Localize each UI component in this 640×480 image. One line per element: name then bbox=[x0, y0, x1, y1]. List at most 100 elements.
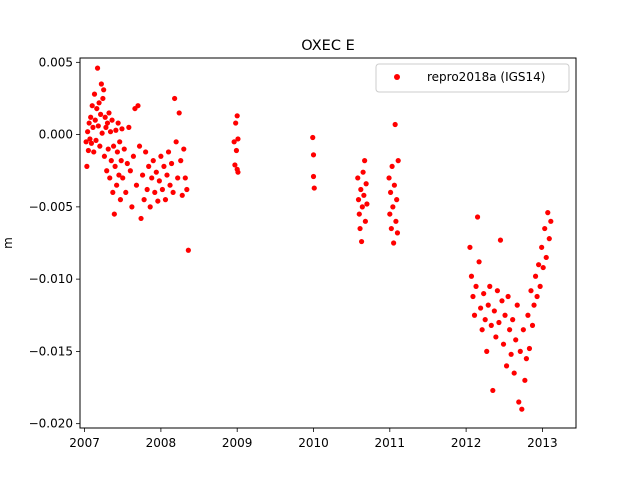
data-point bbox=[233, 120, 239, 126]
data-point bbox=[124, 160, 130, 167]
data-point bbox=[156, 178, 162, 184]
data-point bbox=[534, 293, 540, 300]
y-tick-label: −0.005 bbox=[29, 200, 73, 214]
data-point bbox=[311, 185, 317, 191]
data-point bbox=[100, 95, 106, 102]
data-point bbox=[355, 197, 362, 203]
data-point bbox=[364, 201, 370, 207]
data-point bbox=[542, 225, 548, 232]
y-tick-label: −0.015 bbox=[29, 344, 73, 358]
data-point bbox=[488, 322, 494, 328]
data-point bbox=[523, 356, 530, 362]
data-point bbox=[143, 149, 149, 155]
data-point bbox=[467, 244, 473, 250]
data-point bbox=[484, 348, 490, 354]
legend-box bbox=[375, 63, 570, 93]
data-points bbox=[83, 65, 554, 412]
data-point bbox=[390, 204, 396, 210]
data-point bbox=[158, 153, 164, 159]
data-point bbox=[234, 113, 240, 119]
data-point bbox=[170, 189, 176, 196]
x-tick-label: 2012 bbox=[451, 436, 482, 450]
data-point bbox=[112, 163, 118, 169]
data-point bbox=[359, 204, 365, 210]
data-point bbox=[499, 298, 505, 304]
data-point bbox=[89, 103, 95, 109]
data-point bbox=[388, 225, 394, 232]
data-point bbox=[181, 146, 187, 152]
data-point bbox=[85, 147, 91, 154]
data-point bbox=[232, 162, 238, 168]
data-point bbox=[96, 100, 102, 106]
data-point bbox=[116, 172, 122, 178]
data-point bbox=[138, 215, 144, 222]
y-axis-label: m bbox=[1, 237, 15, 249]
data-point bbox=[101, 153, 108, 159]
data-point bbox=[105, 146, 111, 152]
plot-frame bbox=[79, 57, 577, 429]
data-point bbox=[391, 240, 397, 246]
data-point bbox=[476, 259, 482, 265]
data-point bbox=[493, 334, 499, 340]
data-point bbox=[121, 146, 127, 152]
data-point bbox=[111, 211, 117, 217]
data-point bbox=[526, 345, 533, 352]
data-point bbox=[393, 218, 399, 224]
data-point bbox=[178, 158, 184, 164]
data-point bbox=[127, 168, 133, 174]
x-tick-label: 2010 bbox=[298, 436, 329, 450]
data-point bbox=[115, 120, 121, 126]
data-point bbox=[539, 244, 545, 250]
data-point bbox=[478, 305, 484, 311]
data-point bbox=[104, 120, 111, 126]
data-point bbox=[474, 214, 481, 220]
data-point bbox=[179, 192, 185, 198]
data-point bbox=[182, 175, 188, 181]
data-point bbox=[94, 105, 100, 112]
data-point bbox=[536, 262, 542, 268]
data-point bbox=[496, 319, 502, 326]
legend-marker bbox=[394, 74, 400, 80]
data-point bbox=[119, 126, 125, 132]
data-point bbox=[473, 283, 479, 289]
data-point bbox=[173, 139, 179, 145]
data-point bbox=[92, 117, 98, 123]
data-point bbox=[540, 264, 546, 271]
data-point bbox=[548, 218, 554, 224]
data-point bbox=[114, 149, 120, 155]
data-point bbox=[531, 302, 537, 308]
data-point bbox=[510, 317, 516, 323]
data-point bbox=[525, 312, 531, 318]
data-point bbox=[361, 192, 367, 198]
data-point bbox=[519, 406, 525, 412]
data-point bbox=[152, 189, 158, 196]
x-axis: 2007 2008 2009 2010 2011 2012 2013 bbox=[69, 428, 558, 450]
data-point bbox=[118, 158, 124, 164]
y-tick-label: −0.010 bbox=[29, 272, 73, 286]
data-point bbox=[543, 254, 549, 261]
x-tick-label: 2008 bbox=[146, 436, 177, 450]
data-point bbox=[532, 273, 539, 279]
data-point bbox=[109, 117, 115, 123]
data-point bbox=[487, 283, 493, 289]
data-point bbox=[98, 111, 104, 117]
data-point bbox=[114, 182, 120, 188]
data-point bbox=[497, 237, 504, 243]
data-point bbox=[165, 149, 172, 155]
data-point bbox=[110, 189, 116, 196]
data-point bbox=[310, 134, 316, 141]
data-point bbox=[133, 182, 140, 188]
data-point bbox=[362, 158, 368, 164]
data-point bbox=[479, 327, 485, 333]
data-point bbox=[356, 211, 362, 217]
data-point bbox=[162, 197, 169, 203]
data-point bbox=[545, 210, 551, 216]
data-point bbox=[159, 186, 166, 193]
data-point bbox=[130, 153, 137, 159]
data-point bbox=[529, 322, 536, 328]
data-point bbox=[389, 163, 395, 169]
x-tick-label: 2009 bbox=[222, 436, 253, 450]
data-point bbox=[391, 182, 397, 188]
data-point bbox=[511, 370, 517, 376]
data-point bbox=[161, 163, 167, 169]
